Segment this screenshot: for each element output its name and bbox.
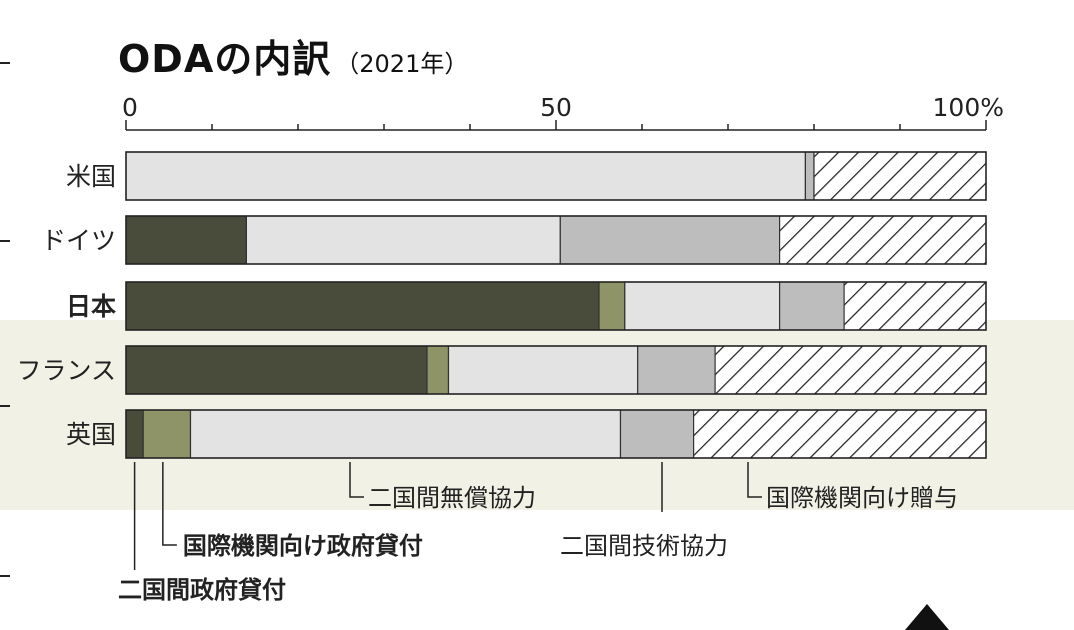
bar-segment	[125, 409, 144, 459]
bar-row: ドイツ	[41, 215, 987, 265]
bar-outline	[125, 409, 987, 459]
legend-intl-org-grant-leader	[747, 462, 762, 498]
bar-row: 英国	[66, 409, 987, 459]
legend-intl-org-loan-leader	[162, 462, 177, 546]
bar-segment	[598, 281, 626, 331]
bar-segment	[804, 151, 815, 201]
bar-segment	[125, 345, 428, 395]
x-tick-label: 100%	[933, 93, 1004, 122]
bar-segment	[245, 215, 561, 265]
bar-segment	[125, 215, 248, 265]
bar-segment	[125, 151, 807, 201]
legend-technical-coop-label: 二国間技術協力	[560, 532, 728, 560]
x-tick-label: 50	[540, 93, 572, 122]
category-label: フランス	[16, 356, 116, 385]
edge-tick	[0, 240, 10, 242]
bar-segment	[714, 345, 987, 395]
bar-segment	[619, 409, 695, 459]
legend-bilateral-grant-leader	[349, 462, 364, 498]
category-label: 英国	[66, 420, 116, 449]
x-axis: 0 50 100%	[122, 93, 1004, 131]
legend-intl-org-grant-label: 国際機関向け贈与	[766, 484, 958, 512]
bar-segment	[142, 409, 192, 459]
bar-outline	[125, 215, 987, 265]
arrow-icon	[905, 604, 949, 630]
bar-outline	[125, 345, 987, 395]
bar-segment	[692, 409, 987, 459]
bar-segment	[447, 345, 639, 395]
legend-bilateral-grant-label: 二国間無償協力	[368, 484, 536, 512]
edge-tick	[0, 62, 10, 64]
bar-row: 米国	[66, 151, 987, 201]
category-label: 米国	[66, 162, 116, 191]
bar-segment	[125, 281, 600, 331]
bar-segment	[813, 151, 987, 201]
chart-title: ODAの内訳	[118, 37, 332, 81]
x-tick-label: 0	[122, 93, 138, 122]
bar-row: 日本	[66, 281, 987, 331]
chart-subtitle: （2021年）	[335, 50, 469, 78]
bar-segment	[624, 281, 781, 331]
bar-outline	[125, 281, 987, 331]
chart-title-block: ODAの内訳 （2021年）	[118, 28, 468, 83]
bar-segment	[189, 409, 622, 459]
edge-tick	[0, 575, 10, 577]
bar-segment	[778, 215, 987, 265]
legend-bilateral-loan-label: 二国間政府貸付	[118, 576, 286, 604]
category-label: ドイツ	[41, 226, 116, 255]
bar-segment	[843, 281, 987, 331]
bar-row: フランス	[16, 345, 987, 395]
bar-segment	[778, 281, 845, 331]
edge-tick	[0, 405, 10, 407]
bar-outline	[125, 151, 987, 201]
bar-segment	[426, 345, 450, 395]
bar-segment	[637, 345, 716, 395]
bar-segment	[559, 215, 781, 265]
legend-intl-org-loan-label: 国際機関向け政府貸付	[183, 532, 423, 560]
category-label: 日本	[66, 292, 116, 321]
